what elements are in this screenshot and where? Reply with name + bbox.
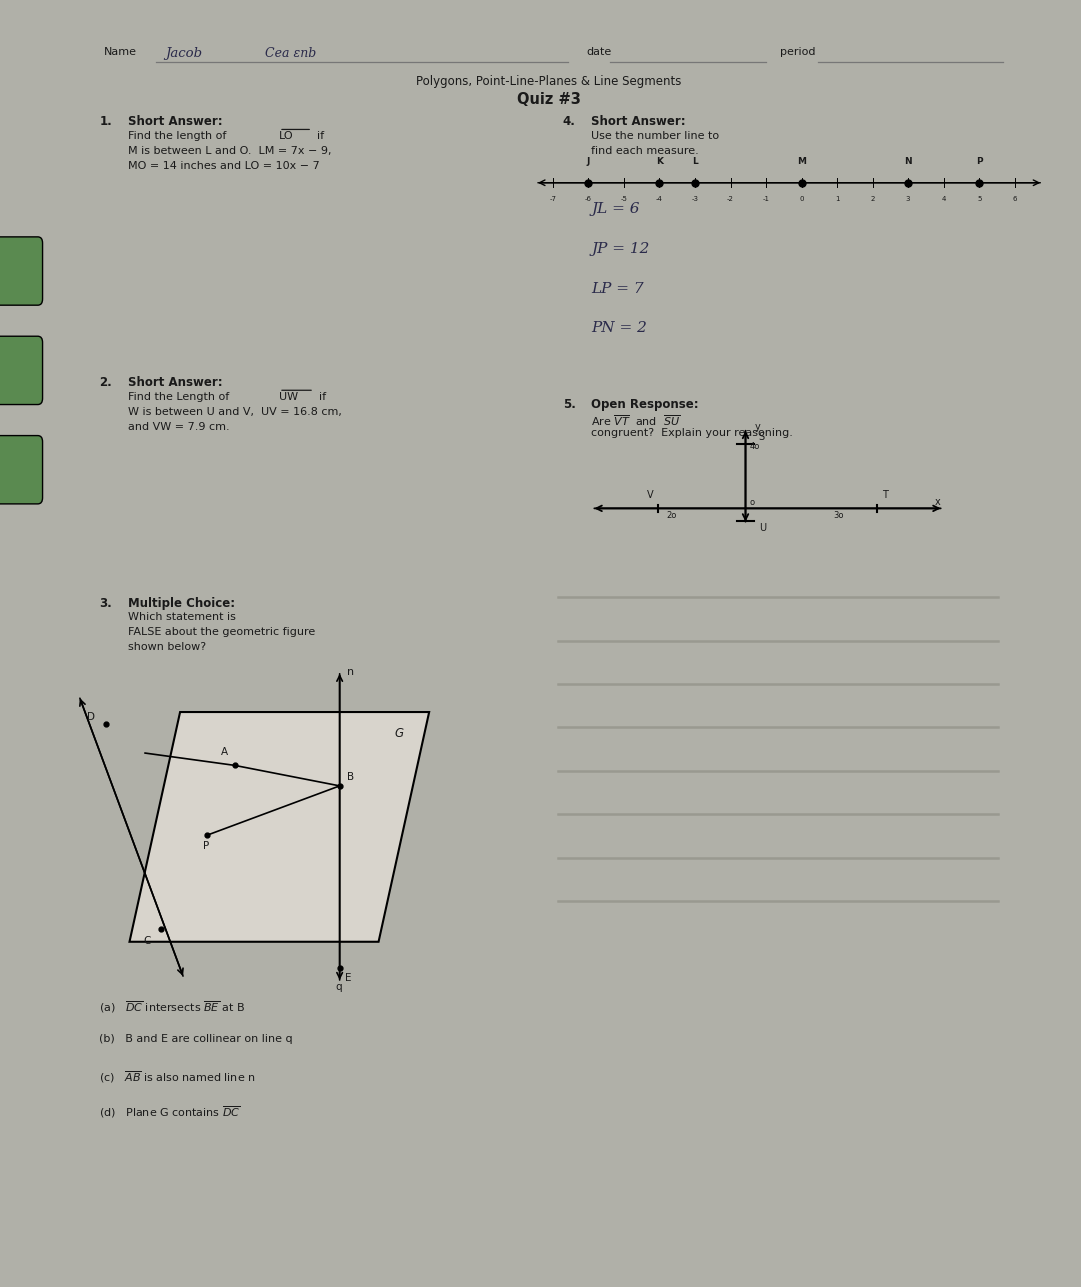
Text: PN = 2: PN = 2 (591, 322, 648, 336)
Text: Quiz #3: Quiz #3 (517, 91, 580, 107)
FancyBboxPatch shape (0, 435, 42, 505)
Text: Cea εnb: Cea εnb (265, 46, 316, 60)
Text: 6: 6 (1013, 196, 1017, 202)
Text: E: E (346, 973, 352, 983)
Text: FALSE about the geometric figure: FALSE about the geometric figure (128, 627, 315, 637)
Text: if: if (319, 393, 325, 402)
Text: MO = 14 inches and LO = 10x − 7: MO = 14 inches and LO = 10x − 7 (128, 161, 320, 171)
Text: find each measure.: find each measure. (591, 147, 699, 156)
Text: P: P (976, 157, 983, 166)
Text: V: V (646, 490, 653, 501)
Text: LP = 7: LP = 7 (591, 282, 644, 296)
Text: Multiple Choice:: Multiple Choice: (128, 597, 235, 610)
Text: 2: 2 (870, 196, 875, 202)
Text: 0: 0 (799, 196, 804, 202)
Text: W is between U and V,  UV = 16.8 cm,: W is between U and V, UV = 16.8 cm, (128, 407, 342, 417)
Text: LO: LO (279, 131, 294, 142)
Text: M is between L and O.  LM = 7x − 9,: M is between L and O. LM = 7x − 9, (128, 147, 331, 156)
Text: 1: 1 (835, 196, 839, 202)
Text: shown below?: shown below? (128, 642, 205, 651)
Text: n: n (347, 667, 355, 677)
Text: (b)   B and E are collinear on line q: (b) B and E are collinear on line q (99, 1035, 293, 1044)
Text: UW: UW (279, 393, 298, 402)
Text: T: T (882, 490, 888, 501)
Text: A: A (221, 748, 228, 757)
Text: L: L (692, 157, 698, 166)
Text: (a)   $\overline{DC}$ intersects $\overline{BE}$ at B: (a) $\overline{DC}$ intersects $\overlin… (99, 1000, 245, 1015)
Text: 2o: 2o (666, 511, 677, 520)
Text: if: if (317, 131, 324, 142)
Text: 3.: 3. (99, 597, 112, 610)
Text: 3: 3 (906, 196, 910, 202)
Text: Use the number line to: Use the number line to (591, 131, 719, 142)
Text: 5.: 5. (563, 399, 576, 412)
Text: Open Response:: Open Response: (591, 399, 698, 412)
Text: q: q (336, 982, 343, 992)
Text: 4.: 4. (563, 115, 576, 129)
Text: C: C (143, 936, 150, 946)
Text: period: period (780, 46, 816, 57)
Text: 3o: 3o (833, 511, 844, 520)
Text: -7: -7 (549, 196, 557, 202)
Text: N: N (905, 157, 912, 166)
Text: Find the length of: Find the length of (128, 131, 226, 142)
Text: Find the Length of: Find the Length of (128, 393, 229, 402)
Text: -6: -6 (585, 196, 592, 202)
Text: 5: 5 (977, 196, 982, 202)
Text: S: S (759, 432, 765, 443)
Text: -2: -2 (728, 196, 734, 202)
Text: M: M (797, 157, 806, 166)
Text: Short Answer:: Short Answer: (128, 376, 223, 389)
Text: Short Answer:: Short Answer: (591, 115, 685, 129)
Text: date: date (587, 46, 612, 57)
Text: B: B (347, 772, 355, 781)
Text: 2.: 2. (99, 376, 112, 389)
Text: y: y (755, 422, 760, 431)
Text: JL = 6: JL = 6 (591, 202, 640, 216)
Text: Polygons, Point-Line-Planes & Line Segments: Polygons, Point-Line-Planes & Line Segme… (416, 76, 681, 89)
Text: G: G (395, 727, 403, 740)
Text: 4: 4 (942, 196, 946, 202)
Text: congruent?  Explain your reasoning.: congruent? Explain your reasoning. (591, 429, 793, 438)
Text: K: K (656, 157, 663, 166)
Text: -1: -1 (762, 196, 770, 202)
Text: (d)   Plane G contains $\overline{DC}$: (d) Plane G contains $\overline{DC}$ (99, 1104, 241, 1120)
Polygon shape (130, 712, 429, 942)
Text: Which statement is: Which statement is (128, 611, 236, 622)
Text: 4o: 4o (750, 441, 760, 450)
Text: (c)   $\overline{AB}$ is also named line n: (c) $\overline{AB}$ is also named line n (99, 1069, 256, 1085)
Text: U: U (759, 523, 765, 533)
Text: and VW = 7.9 cm.: and VW = 7.9 cm. (128, 422, 229, 432)
Text: -5: -5 (620, 196, 627, 202)
FancyBboxPatch shape (0, 237, 42, 305)
Text: 1.: 1. (99, 115, 112, 129)
Text: Name: Name (104, 46, 137, 57)
Text: Are $\overline{VT}$  and  $\overline{SU}$: Are $\overline{VT}$ and $\overline{SU}$ (591, 413, 680, 429)
Text: -3: -3 (692, 196, 698, 202)
Text: Jacob: Jacob (165, 46, 202, 60)
Text: P: P (203, 842, 210, 852)
Text: JP = 12: JP = 12 (591, 242, 650, 256)
Text: J: J (587, 157, 590, 166)
Text: Short Answer:: Short Answer: (128, 115, 223, 129)
Text: D: D (86, 712, 95, 722)
Text: o: o (750, 498, 755, 507)
Text: x: x (935, 497, 940, 507)
FancyBboxPatch shape (0, 336, 42, 404)
Text: -4: -4 (656, 196, 663, 202)
